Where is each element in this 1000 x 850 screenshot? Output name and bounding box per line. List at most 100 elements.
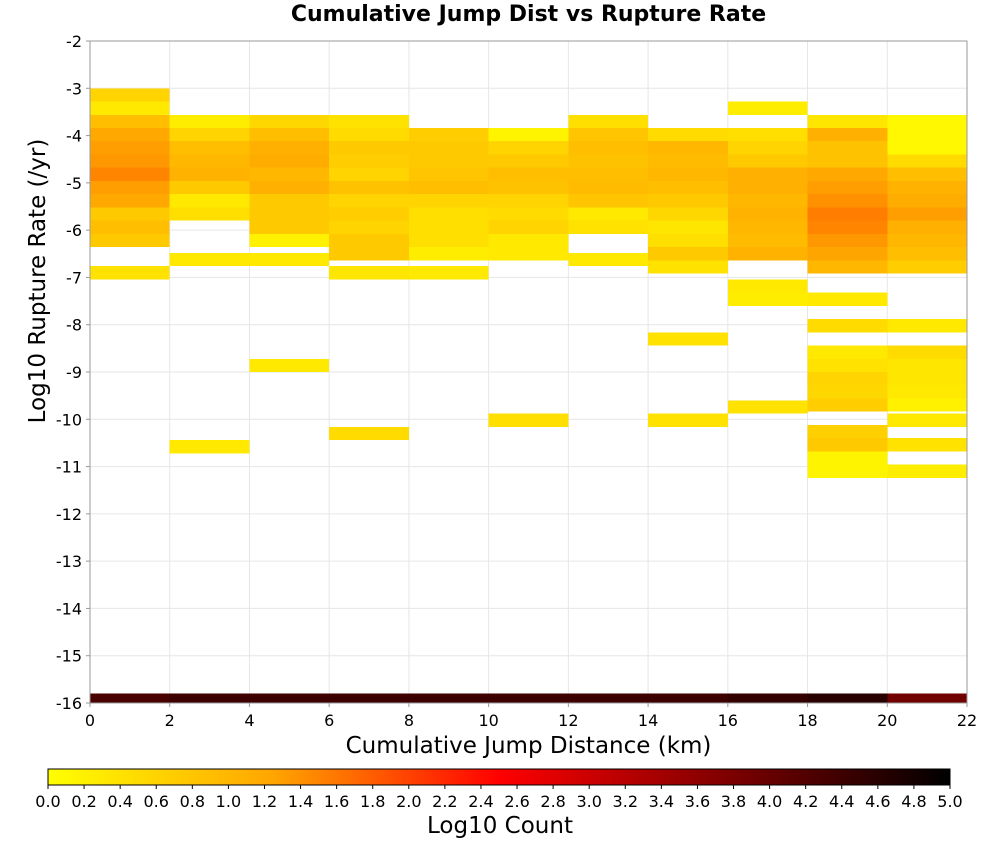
heatmap-cell <box>249 693 330 703</box>
heatmap-cell <box>90 88 170 102</box>
colorbar-tick-label: 1.6 <box>324 792 349 811</box>
heatmap-cell <box>887 114 967 129</box>
heatmap-cell <box>329 693 409 703</box>
heatmap-cell <box>648 332 728 346</box>
heatmap-cell <box>568 114 649 129</box>
y-tick-label: -10 <box>56 410 82 429</box>
heatmap-cell <box>648 141 728 155</box>
heatmap-cell <box>648 180 728 195</box>
heatmap-cell <box>90 693 170 703</box>
heatmap-cell <box>169 693 250 703</box>
x-axis-label: Cumulative Jump Distance (km) <box>345 733 712 759</box>
heatmap-cell <box>727 693 808 703</box>
heatmap-cell <box>807 220 888 234</box>
heatmap-cell <box>90 128 170 142</box>
heatmap-cell <box>329 247 409 261</box>
heatmap-cell <box>408 180 489 195</box>
heatmap-cell <box>887 207 967 221</box>
heatmap-cell <box>329 180 409 195</box>
heatmap-cell <box>727 154 808 168</box>
colorbar-label: Log10 Count <box>427 813 573 839</box>
heatmap-cell <box>488 128 569 142</box>
colorbar-tick-label: 4.2 <box>793 792 818 811</box>
heatmap-cell <box>648 154 728 168</box>
heatmap-cell <box>169 167 250 181</box>
heatmap-cell <box>249 220 330 234</box>
heatmap-cell <box>887 345 967 359</box>
heatmap-cell <box>727 279 808 293</box>
colorbar-tick-label: 3.0 <box>576 792 601 811</box>
x-tick-label: 14 <box>638 711 658 730</box>
heatmap-cell <box>169 141 250 155</box>
heatmap-cell <box>329 194 409 208</box>
heatmap-cell <box>408 220 489 234</box>
heatmap-cell <box>249 358 330 372</box>
heatmap-cell <box>568 141 649 155</box>
heatmap-cell <box>807 292 888 306</box>
heatmap-cell <box>488 167 569 181</box>
heatmap-cell <box>887 233 967 248</box>
heatmap-cell <box>488 194 569 208</box>
heatmap-cell <box>249 194 330 208</box>
heatmap-cell <box>329 207 409 221</box>
heatmap-cell <box>488 180 569 195</box>
y-tick-label: -8 <box>66 316 82 335</box>
heatmap-cell <box>408 141 489 155</box>
heatmap-cell <box>90 220 170 234</box>
colorbar-tick-label: 5.0 <box>937 792 962 811</box>
heatmap-cell <box>90 266 170 280</box>
heatmap-cell <box>887 413 967 427</box>
heatmap-cell <box>727 207 808 221</box>
heatmap-cell <box>807 114 888 129</box>
x-tick-label: 4 <box>244 711 254 730</box>
heatmap-cell <box>807 141 888 155</box>
colorbar-tick-label: 3.4 <box>649 792 674 811</box>
heatmap-cell <box>727 247 808 261</box>
heatmap-cell <box>807 464 888 478</box>
heatmap-cell <box>249 233 330 248</box>
colorbar-tick-label: 2.8 <box>540 792 565 811</box>
heatmap-cell <box>887 180 967 195</box>
heatmap-cell <box>249 141 330 155</box>
heatmap-cell <box>249 180 330 195</box>
y-tick-label: -4 <box>66 127 82 146</box>
heatmap-cell <box>727 233 808 248</box>
x-tick-label: 12 <box>558 711 578 730</box>
heatmap-cell <box>887 128 967 142</box>
heatmap-cell <box>648 194 728 208</box>
colorbar-tick-label: 4.6 <box>865 792 890 811</box>
heatmap-cell <box>807 345 888 359</box>
heatmap-cell <box>887 167 967 181</box>
heatmap-cell <box>169 180 250 195</box>
heatmap-cell <box>887 141 967 155</box>
x-tick-label: 2 <box>165 711 175 730</box>
heatmap-cell <box>727 292 808 306</box>
heatmap-cell <box>488 693 569 703</box>
x-tick-label: 8 <box>404 711 414 730</box>
heatmap-cell <box>568 154 649 168</box>
colorbar-tick-label: 0.6 <box>144 792 169 811</box>
x-tick-label: 6 <box>324 711 334 730</box>
heatmap-cell <box>488 247 569 261</box>
y-tick-label: -11 <box>56 458 82 477</box>
heatmap-cell <box>329 128 409 142</box>
heatmap-cell <box>488 220 569 234</box>
colorbar-tick-label: 1.2 <box>252 792 277 811</box>
heatmap-cell <box>648 207 728 221</box>
heatmap-cell <box>887 464 967 478</box>
heatmap-cell <box>90 180 170 195</box>
heatmap-cell <box>887 693 967 703</box>
heatmap-cell <box>408 247 489 261</box>
heatmap-cell <box>568 693 649 703</box>
heatmap-cell <box>568 220 649 234</box>
heatmap-cell <box>727 141 808 155</box>
heatmap-cell <box>648 260 728 274</box>
heatmap-cell <box>807 128 888 142</box>
colorbar-tick-label: 4.4 <box>829 792 854 811</box>
heatmap-cell <box>887 247 967 261</box>
heatmap-cell <box>90 154 170 168</box>
colorbar-tick-label: 4.0 <box>757 792 782 811</box>
heatmap-cell <box>568 252 649 267</box>
heatmap-cell <box>488 154 569 168</box>
heatmap-cell <box>329 154 409 168</box>
